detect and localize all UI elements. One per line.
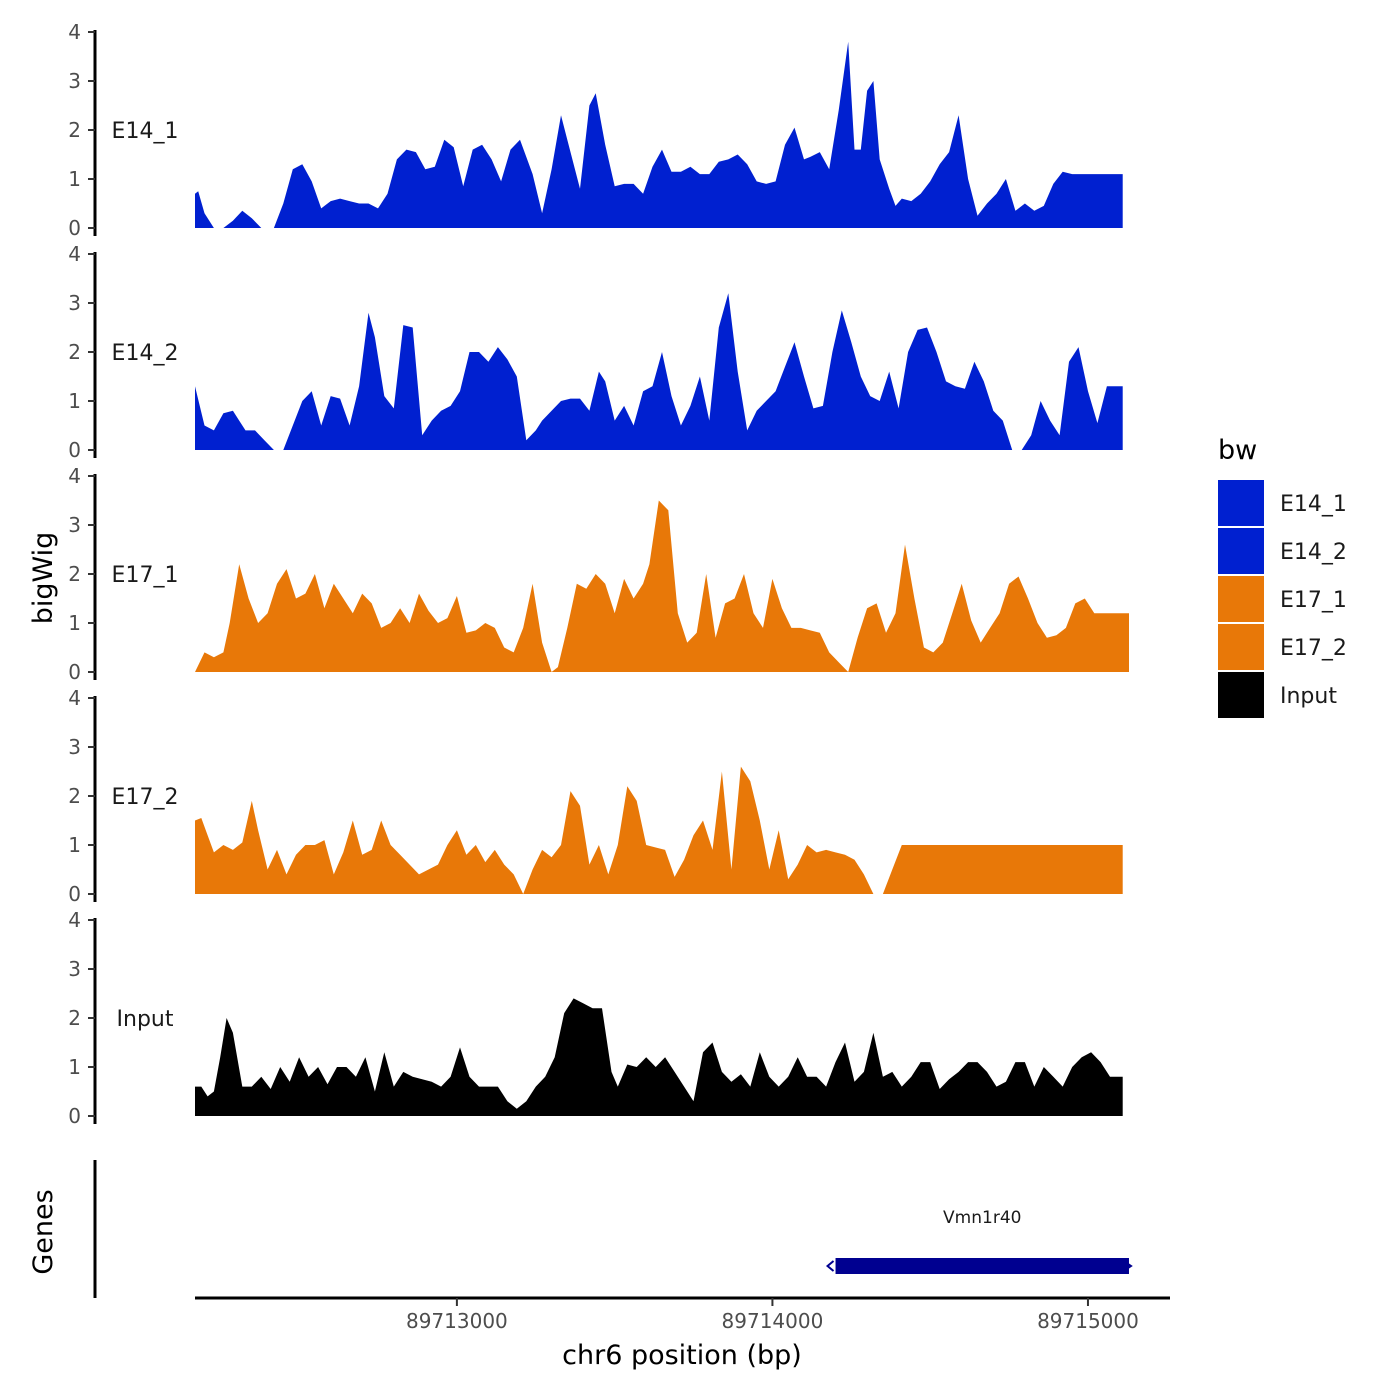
y-tick-label: 4 xyxy=(68,686,81,710)
track-E17_1: 0 1 2 3 4 E17_1 xyxy=(68,464,1129,684)
legend-label: E14_1 xyxy=(1280,492,1347,517)
y-tick-label: 3 xyxy=(68,957,81,981)
y-tick-label: 3 xyxy=(68,513,81,537)
track-E17_2: 0 1 2 3 4 E17_2 xyxy=(68,686,1123,906)
y-tick-label: 3 xyxy=(68,735,81,759)
area-E14_2 xyxy=(195,293,1123,450)
genes-track: Vmn1r40 xyxy=(93,1160,1133,1298)
y-tick-label: 0 xyxy=(68,216,81,240)
legend-key xyxy=(1218,624,1264,670)
gene-label: Vmn1r40 xyxy=(943,1208,1021,1228)
y-tick-label: 2 xyxy=(68,562,81,586)
y-tick-label: 4 xyxy=(68,20,81,44)
y-tick-label: 2 xyxy=(68,118,81,142)
y-tick-label: 1 xyxy=(68,611,81,635)
y-tick-label: 3 xyxy=(68,69,81,93)
y-tick-label: 0 xyxy=(68,1104,81,1128)
track-E14_1: 0 1 2 3 4 E14_1 xyxy=(68,20,1123,240)
y-tick-label: 2 xyxy=(68,784,81,808)
track-label: E14_1 xyxy=(112,119,179,144)
y-axis-title: bigWig xyxy=(28,532,59,625)
y-tick-label: 4 xyxy=(68,464,81,488)
y-tick-label: 2 xyxy=(68,1006,81,1030)
x-axis: 89713000 89714000 89715000 xyxy=(195,1296,1170,1333)
x-tick-label: 89714000 xyxy=(722,1309,824,1333)
legend-key xyxy=(1218,480,1264,526)
legend-key xyxy=(1218,528,1264,574)
strand-arrow xyxy=(1124,1261,1133,1271)
track-label: E17_1 xyxy=(112,563,179,588)
y-tick-label: 1 xyxy=(68,389,81,413)
track-label: E17_2 xyxy=(112,785,179,810)
legend-label: E17_1 xyxy=(1280,588,1347,613)
area-Input xyxy=(195,998,1123,1116)
legend-label: E14_2 xyxy=(1280,540,1347,565)
track-label: Input xyxy=(117,1007,174,1032)
legend-key xyxy=(1218,672,1264,718)
y-tick-label: 3 xyxy=(68,291,81,315)
y-tick-label: 1 xyxy=(68,1055,81,1079)
y-tick-label: 0 xyxy=(68,882,81,906)
area-E17_2 xyxy=(195,766,1123,894)
area-E14_1 xyxy=(195,41,1123,228)
legend-label: E17_2 xyxy=(1280,636,1347,661)
y-tick-label: 4 xyxy=(68,908,81,932)
genes-axis-title: Genes xyxy=(28,1189,59,1274)
y-tick-label: 2 xyxy=(68,340,81,364)
track-Input: 0 1 2 3 4 Input xyxy=(68,908,1123,1128)
track-label: E14_2 xyxy=(112,341,179,366)
y-tick-label: 1 xyxy=(68,167,81,191)
y-tick-label: 0 xyxy=(68,660,81,684)
y-tick-label: 0 xyxy=(68,438,81,462)
area-E17_1 xyxy=(195,500,1129,672)
legend-key xyxy=(1218,576,1264,622)
y-tick-label: 1 xyxy=(68,833,81,857)
legend-title: bw xyxy=(1218,435,1257,466)
legend: E14_1 E14_2 E17_1 E17_2 Input xyxy=(1218,480,1347,718)
y-tick-label: 4 xyxy=(68,242,81,266)
track-E14_2: 0 1 2 3 4 E14_2 xyxy=(68,242,1123,462)
x-axis-title: chr6 position (bp) xyxy=(562,1340,802,1371)
strand-arrow xyxy=(825,1260,835,1272)
x-tick-label: 89715000 xyxy=(1037,1309,1139,1333)
gene-body xyxy=(835,1258,1129,1274)
legend-label: Input xyxy=(1280,684,1337,709)
tracks-group: 0 1 2 3 4 E14_1 0 1 2 3 4 E14_2 0 1 2 3 4 E17_1 0 1 2 3 4 E17_2… xyxy=(68,20,1129,1128)
x-tick-label: 89713000 xyxy=(406,1309,508,1333)
